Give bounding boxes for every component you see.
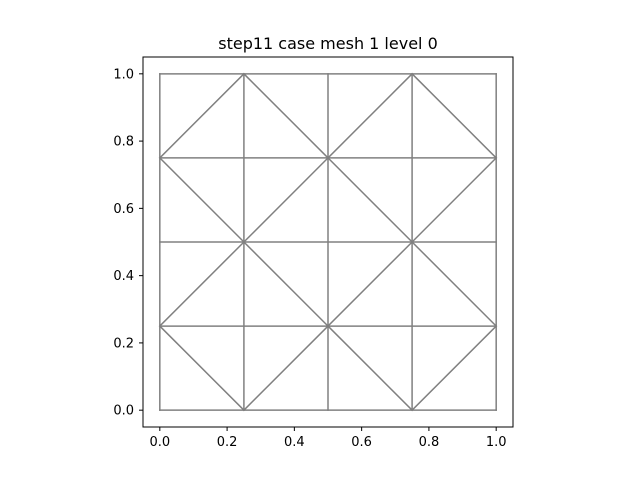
x-tick-label: 0.2 bbox=[217, 435, 238, 450]
mesh-edge-11 bbox=[242, 325, 330, 412]
mesh-edge-23 bbox=[242, 72, 330, 159]
y-tick-label: 1.0 bbox=[113, 67, 134, 82]
mesh-edges bbox=[158, 72, 498, 412]
mesh-edge-13 bbox=[411, 325, 498, 412]
y-tick-label: 0.2 bbox=[113, 336, 134, 351]
y-tick-label: 0.4 bbox=[113, 269, 134, 284]
y-tick-label: 0.0 bbox=[113, 404, 134, 419]
mesh-edge-24 bbox=[326, 72, 414, 159]
mesh-edge-19 bbox=[242, 156, 330, 244]
plot-area bbox=[142, 56, 514, 428]
mesh-edge-15 bbox=[242, 240, 330, 328]
mesh-edge-12 bbox=[326, 325, 414, 412]
x-tick-label: 0.6 bbox=[351, 435, 372, 450]
mesh-edge-17 bbox=[411, 240, 498, 328]
mesh-edge-22 bbox=[158, 72, 245, 159]
mesh-edge-25 bbox=[411, 72, 498, 159]
y-tick-label: 0.6 bbox=[113, 202, 134, 217]
y-tick-label: 0.8 bbox=[113, 135, 134, 150]
mesh-edge-20 bbox=[326, 156, 414, 244]
x-tick-label: 1.0 bbox=[486, 435, 507, 450]
x-tick-label: 0.8 bbox=[419, 435, 440, 450]
mesh-edge-16 bbox=[326, 240, 414, 328]
chart-title: step11 case mesh 1 level 0 bbox=[218, 34, 438, 53]
mesh-edge-18 bbox=[158, 156, 245, 244]
x-tick-label: 0.4 bbox=[284, 435, 305, 450]
mesh-edge-10 bbox=[158, 325, 245, 412]
mesh-edge-21 bbox=[411, 156, 498, 244]
mesh-edge-14 bbox=[158, 240, 245, 328]
x-axis: 0.0 0.2 0.4 0.6 0.8 1.0 bbox=[149, 427, 507, 450]
y-axis: 0.0 0.2 0.4 0.6 0.8 1.0 bbox=[113, 67, 143, 419]
x-tick-label: 0.0 bbox=[149, 435, 170, 450]
